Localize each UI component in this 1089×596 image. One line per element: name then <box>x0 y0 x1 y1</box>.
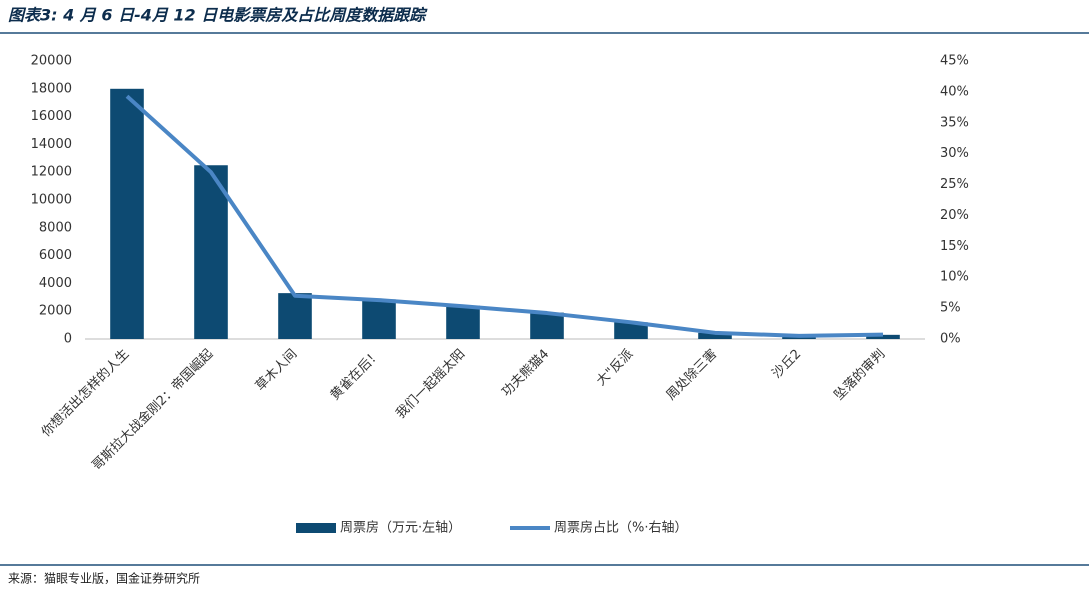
y2-tick-label: 40% <box>940 84 969 99</box>
y2-tick-label: 20% <box>940 208 969 223</box>
x-tick-label: 大"反派 <box>594 347 636 389</box>
bar <box>446 305 480 339</box>
legend-swatch <box>296 523 336 533</box>
y2-tick-label: 30% <box>940 146 969 161</box>
legend-label: 周票房占比（%·右轴） <box>554 520 688 536</box>
y-tick-label: 8000 <box>39 220 72 235</box>
line <box>125 94 884 338</box>
y-tick-label: 4000 <box>39 276 72 291</box>
y2-tick-label: 25% <box>940 177 969 192</box>
x-tick-label: 功夫熊猫4 <box>498 346 552 400</box>
y-tick-label: 2000 <box>39 304 72 319</box>
bar <box>530 312 564 339</box>
source-note: 来源：猫眼专业版，国金证券研究所 <box>8 571 200 586</box>
y-tick-label: 0 <box>64 332 72 347</box>
bar <box>278 293 312 339</box>
x-tick-label: 黄雀在后！ <box>328 347 385 404</box>
y-tick-label: 16000 <box>31 109 72 124</box>
x-tick-label: 我们一起摇太阳 <box>393 347 468 422</box>
x-tick-label: 草木人间 <box>253 347 300 394</box>
bar <box>362 299 396 339</box>
bar <box>866 334 900 339</box>
y2-tick-label: 45% <box>940 54 969 69</box>
y2-tick-label: 5% <box>940 301 961 316</box>
y-tick-label: 20000 <box>31 54 72 69</box>
legend-label: 周票房（万元·左轴） <box>340 520 461 536</box>
bar <box>110 88 144 339</box>
y-tick-label: 14000 <box>31 137 72 152</box>
x-tick-label: 坠落的审判 <box>831 346 888 403</box>
y-tick-label: 10000 <box>31 193 72 208</box>
x-tick-label: 你想活出怎样的人生 <box>38 346 132 440</box>
chart-title: 图表3: 4 月 6 日-4月 12 日电影票房及占比周度数据跟踪 <box>8 6 428 25</box>
y2-tick-label: 15% <box>940 239 969 254</box>
y-tick-label: 12000 <box>31 165 72 180</box>
y2-tick-label: 10% <box>940 270 969 285</box>
bar <box>698 332 732 339</box>
y2-tick-label: 35% <box>940 115 969 130</box>
y-tick-label: 18000 <box>31 81 72 96</box>
bar <box>614 322 648 339</box>
bar <box>194 165 228 339</box>
y2-tick-label: 0% <box>940 332 961 347</box>
y-tick-label: 6000 <box>39 248 72 263</box>
x-tick-label: 周处除三害 <box>663 346 720 403</box>
x-tick-label: 沙丘2 <box>769 347 804 382</box>
